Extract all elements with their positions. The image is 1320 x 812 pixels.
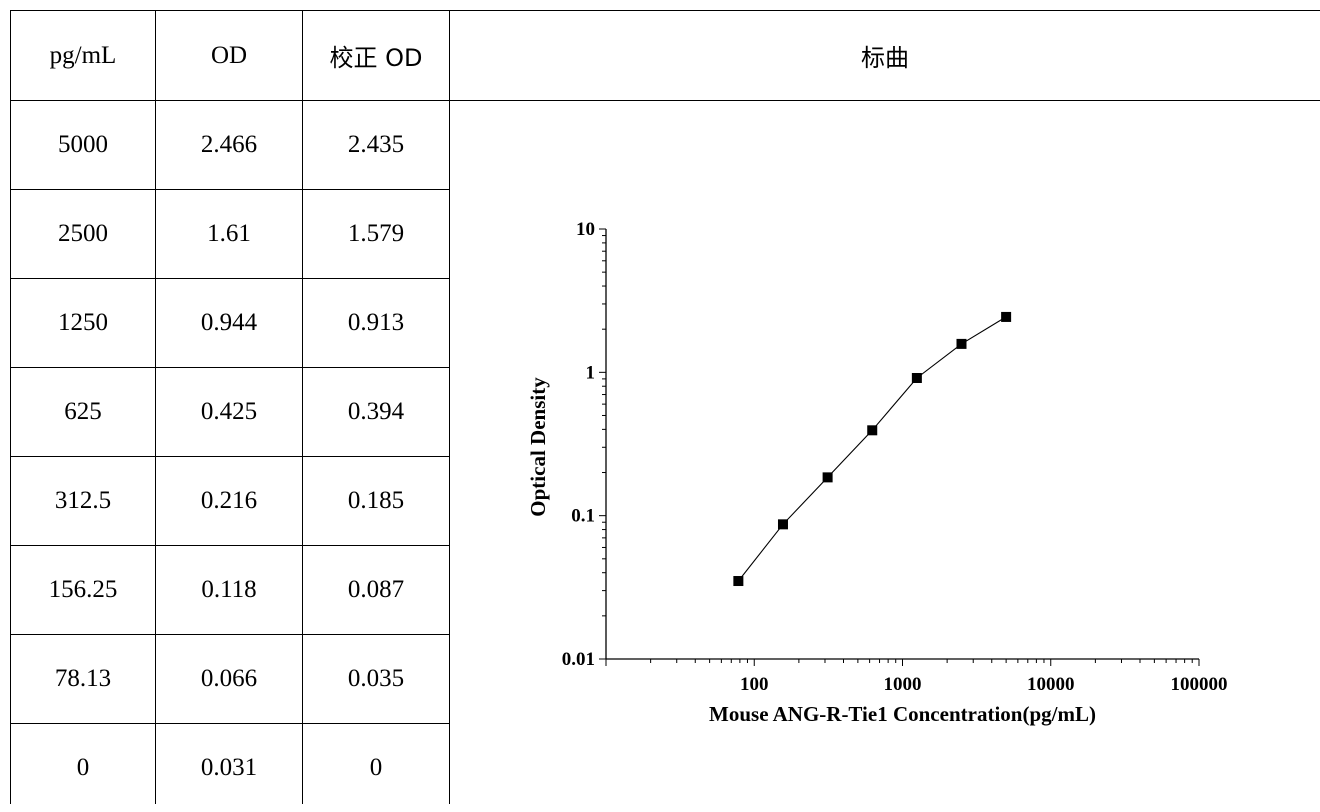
- table-cell-corrected: 1.579: [347, 220, 405, 247]
- row-divider: [10, 189, 450, 190]
- data-point: [911, 372, 922, 383]
- table-cell-od: 2.466: [200, 131, 258, 158]
- data-point: [956, 338, 967, 349]
- table-cell-conc: 312.5: [54, 487, 112, 514]
- table-top-border: [10, 10, 1320, 11]
- data-point: [1001, 311, 1012, 322]
- table-cell-corrected: 0.913: [347, 309, 405, 336]
- x-tick-label: 10000: [1027, 674, 1075, 695]
- table-cell-od: 0.425: [200, 398, 258, 425]
- table-cell-corrected: 0.087: [347, 576, 405, 603]
- table-cell-od: 0.066: [200, 665, 258, 692]
- table-cell-conc: 2500: [58, 220, 108, 247]
- y-tick-label: 0.1: [571, 506, 595, 527]
- row-divider: [10, 367, 450, 368]
- table-cell-od: 1.61: [207, 220, 251, 247]
- y-tick-label: 1: [586, 362, 596, 383]
- col-divider-2: [302, 10, 303, 804]
- series-line: [737, 316, 1007, 582]
- table-cell-corrected: 0.394: [347, 398, 405, 425]
- row-divider: [10, 278, 450, 279]
- standard-curve-chart: 100 1000 10000 100000 0.01 0.1 1 10 Mouse ANG-R-…: [526, 219, 1228, 726]
- col-divider-1: [155, 10, 156, 804]
- col-divider-3: [449, 10, 450, 804]
- table-cell-corrected: 0.185: [347, 487, 405, 514]
- table-cell-od: 0.031: [200, 754, 258, 781]
- table-cell-conc: 1250: [58, 309, 108, 336]
- y-tick-label: 10: [576, 219, 595, 240]
- row-divider: [10, 545, 450, 546]
- x-axis-title: Mouse ANG-R-Tie1 Concentration(pg/mL): [709, 702, 1096, 726]
- header-od: OD: [210, 41, 248, 69]
- table-cell-conc: 625: [64, 398, 102, 425]
- x-tick-label: 100: [740, 674, 769, 695]
- row-divider: [10, 634, 450, 635]
- x-tick-label: 100000: [1171, 674, 1228, 695]
- row-divider: [10, 456, 450, 457]
- data-point: [822, 472, 833, 483]
- data-point: [867, 425, 878, 436]
- table-cell-conc: 5000: [58, 131, 108, 158]
- table-cell-conc: 0: [76, 754, 90, 781]
- y-axis-title: Optical Density: [526, 377, 550, 517]
- table-cell-corrected: 0.035: [347, 665, 405, 692]
- table-left-border: [10, 10, 11, 804]
- table-cell-corrected: 0: [369, 754, 383, 781]
- table-cell-conc: 156.25: [48, 576, 118, 603]
- table-cell-od: 0.118: [201, 576, 257, 603]
- header-conc: pg/mL: [49, 41, 117, 69]
- data-point: [777, 519, 788, 530]
- data-point: [733, 576, 744, 587]
- row-divider: [10, 723, 450, 724]
- y-tick-label: 0.01: [562, 649, 595, 670]
- table-cell-od: 0.944: [200, 309, 258, 336]
- header-corrected-od: 校正 OD: [329, 44, 423, 72]
- x-tick-label: 1000: [884, 674, 922, 695]
- header-bottom-border: [10, 100, 1320, 101]
- header-standard-curve: 标曲: [861, 44, 909, 72]
- table-cell-corrected: 2.435: [347, 131, 405, 158]
- table-cell-conc: 78.13: [54, 665, 112, 692]
- table-cell-od: 0.216: [200, 487, 258, 514]
